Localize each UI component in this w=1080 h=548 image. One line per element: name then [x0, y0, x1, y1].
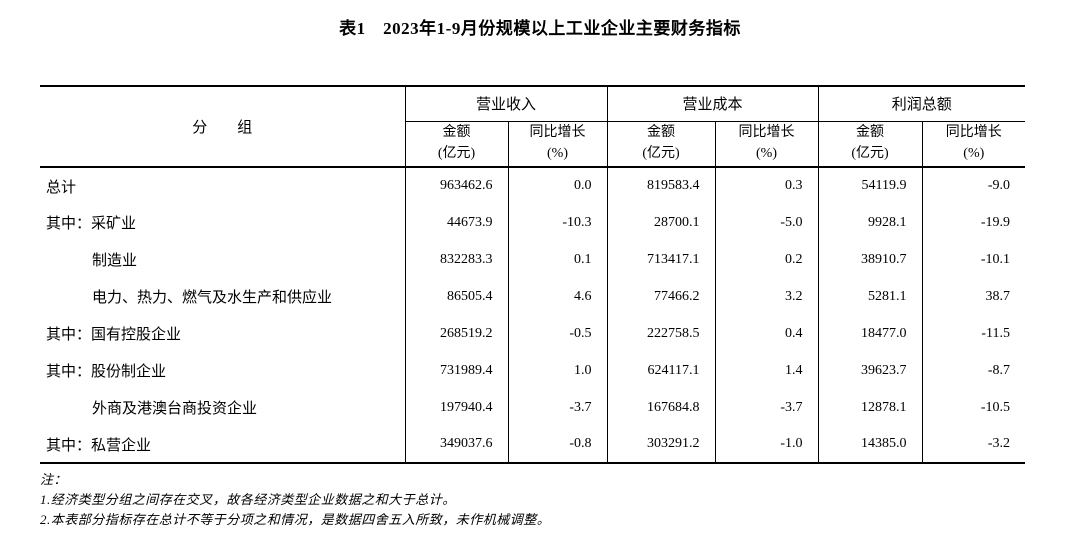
row-manufacturing: 制造业 832283.3 0.1 713417.1 0.2 38910.7 -1… — [40, 241, 1025, 278]
row-utilities: 电力、热力、燃气及水生产和供应业 86505.4 4.6 77466.2 3.2… — [40, 278, 1025, 315]
cell-cost-growth: 0.3 — [715, 167, 819, 204]
cell-revenue-growth: -3.7 — [508, 389, 608, 426]
cell-cost-amount: 167684.8 — [607, 389, 716, 426]
cell-revenue-growth: 4.6 — [508, 278, 608, 315]
header-amount-unit: (亿元) — [851, 145, 889, 161]
header-amount-label: 金额 — [442, 125, 471, 141]
cell-profit-amount: 9928.1 — [818, 204, 923, 241]
footnotes: 注： 1.经济类型分组之间存在交叉，故各经济类型企业数据之和大于总计。 2.本表… — [40, 470, 1080, 530]
cell-revenue-amount: 963462.6 — [405, 167, 509, 204]
cell-revenue-growth: -0.8 — [508, 426, 608, 463]
cell-revenue-amount: 832283.3 — [405, 241, 509, 278]
cell-revenue-growth: 0.0 — [508, 167, 608, 204]
cell-profit-growth: -8.7 — [987, 362, 1011, 378]
row-mining: 其中：采矿业 44673.9 -10.3 28700.1 -5.0 9928.1… — [40, 204, 1025, 241]
cell-profit-growth: -10.1 — [980, 251, 1011, 267]
cell-revenue-growth: -10.3 — [508, 204, 608, 241]
row-label: 其中：股份制企业 — [40, 352, 406, 389]
row-private: 其中：私营企业 349037.6 -0.8 303291.2 -1.0 1438… — [40, 426, 1025, 463]
row-label: 电力、热力、燃气及水生产和供应业 — [40, 278, 406, 315]
cell-revenue-amount: 731989.4 — [405, 352, 509, 389]
cell-revenue-amount: 268519.2 — [405, 315, 509, 352]
cell-profit-growth: 38.7 — [985, 288, 1011, 304]
header-revenue-growth: 同比增长 (%) — [508, 121, 608, 168]
header-amount-label: 金额 — [647, 125, 676, 141]
header-growth-unit: (%) — [756, 145, 778, 161]
cell-cost-amount: 28700.1 — [607, 204, 716, 241]
cell-profit-amount: 5281.1 — [818, 278, 923, 315]
header-operating-revenue: 营业收入 — [405, 86, 608, 122]
cell-revenue-amount: 86505.4 — [405, 278, 509, 315]
header-cost-amount: 金额 (亿元) — [607, 121, 716, 168]
cell-cost-amount: 819583.4 — [607, 167, 716, 204]
cell-revenue-amount: 44673.9 — [405, 204, 509, 241]
cell-profit-amount: 39623.7 — [818, 352, 923, 389]
cell-cost-growth: 0.2 — [715, 241, 819, 278]
financial-indicators-table: 分 组 营业收入 营业成本 利润总额 金额 (亿元) 同比增长 (%) 金额 (… — [40, 85, 1026, 464]
header-cost-growth: 同比增长 (%) — [715, 121, 819, 168]
header-profit-growth: 同比增长 (%) — [922, 121, 1026, 168]
cell-cost-amount: 303291.2 — [607, 426, 716, 463]
cell-cost-growth: -5.0 — [715, 204, 819, 241]
header-revenue-amount: 金额 (亿元) — [405, 121, 509, 168]
row-label: 其中：私营企业 — [40, 426, 406, 463]
row-label: 总计 — [40, 167, 406, 204]
row-label: 其中：国有控股企业 — [40, 315, 406, 352]
cell-cost-amount: 713417.1 — [607, 241, 716, 278]
row-total: 总计 963462.6 0.0 819583.4 0.3 54119.9 -9.… — [40, 167, 1025, 204]
cell-cost-amount: 222758.5 — [607, 315, 716, 352]
cell-revenue-growth: 0.1 — [508, 241, 608, 278]
cell-cost-growth: 0.4 — [715, 315, 819, 352]
cell-profit-amount: 14385.0 — [818, 426, 923, 463]
note-item-2: 2.本表部分指标存在总计不等于分项之和情况，是数据四舍五入所致，未作机械调整。 — [40, 512, 551, 527]
cell-revenue-growth: 1.0 — [508, 352, 608, 389]
notes-label: 注： — [40, 472, 68, 487]
cell-profit-growth: -3.2 — [987, 436, 1011, 451]
note-item-1: 1.经济类型分组之间存在交叉，故各经济类型企业数据之和大于总计。 — [40, 492, 456, 507]
row-state-holding: 其中：国有控股企业 268519.2 -0.5 222758.5 0.4 184… — [40, 315, 1025, 352]
cell-profit-amount: 38910.7 — [818, 241, 923, 278]
cell-revenue-amount: 197940.4 — [405, 389, 509, 426]
header-amount-unit: (亿元) — [437, 145, 476, 161]
row-label: 制造业 — [40, 241, 406, 278]
header-group-column: 分 组 — [40, 86, 406, 168]
cell-cost-growth: -3.7 — [715, 389, 819, 426]
cell-cost-growth: -1.0 — [715, 426, 819, 463]
header-growth-label: 同比增长 — [945, 125, 1002, 141]
cell-profit-amount: 54119.9 — [818, 167, 923, 204]
header-group-row: 分 组 营业收入 营业成本 利润总额 — [40, 86, 1026, 168]
header-amount-unit: (亿元) — [642, 145, 680, 161]
cell-profit-amount: 18477.0 — [818, 315, 923, 352]
header-operating-cost: 营业成本 — [607, 86, 819, 122]
cell-cost-growth: 3.2 — [715, 278, 819, 315]
header-sub-row: 金额 (亿元) 同比增长 (%) 金额 (亿元) 同比增长 (%) 金额 ( — [40, 121, 1026, 168]
header-growth-unit: (%) — [547, 145, 568, 161]
cell-cost-amount: 624117.1 — [607, 352, 716, 389]
header-amount-label: 金额 — [856, 125, 885, 141]
cell-revenue-amount: 349037.6 — [405, 426, 509, 463]
header-growth-label: 同比增长 — [738, 125, 795, 141]
cell-profit-growth: -11.5 — [981, 325, 1011, 341]
cell-revenue-growth: -0.5 — [508, 315, 608, 352]
cell-profit-growth: -19.9 — [980, 214, 1011, 230]
row-share-holding: 其中：股份制企业 731989.4 1.0 624117.1 1.4 39623… — [40, 352, 1025, 389]
header-profit-amount: 金额 (亿元) — [818, 121, 923, 168]
header-growth-label: 同比增长 — [529, 125, 586, 141]
cell-profit-growth: -10.5 — [980, 399, 1011, 415]
header-growth-unit: (%) — [963, 145, 985, 161]
cell-profit-growth: -9.0 — [987, 178, 1011, 193]
row-label: 外商及港澳台商投资企业 — [40, 389, 406, 426]
page-title: 表1 2023年1-9月份规模以上工业企业主要财务指标 — [339, 19, 741, 38]
cell-cost-amount: 77466.2 — [607, 278, 716, 315]
cell-cost-growth: 1.4 — [715, 352, 819, 389]
row-label: 其中：采矿业 — [40, 204, 406, 241]
cell-profit-amount: 12878.1 — [818, 389, 923, 426]
row-foreign-invested: 外商及港澳台商投资企业 197940.4 -3.7 167684.8 -3.7 … — [40, 389, 1025, 426]
header-total-profit: 利润总额 — [818, 86, 1026, 122]
